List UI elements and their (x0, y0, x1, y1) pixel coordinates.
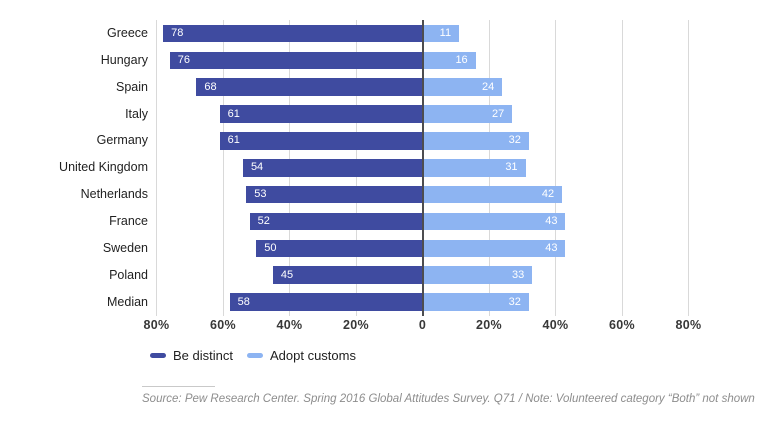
category-label: United Kingdom (59, 160, 148, 175)
x-axis-tick-label: 80% (143, 318, 170, 332)
x-axis-tick-label: 60% (609, 318, 635, 332)
legend-item-be-distinct: Be distinct (150, 348, 233, 363)
category-label: Spain (116, 79, 148, 94)
x-axis-tick-label: 20% (343, 318, 369, 332)
x-axis-tick-label: 40% (542, 318, 569, 332)
value-label: 61 (227, 134, 240, 147)
legend-item-adopt-customs: Adopt customs (246, 348, 356, 363)
bar-be-distinct: 78 (163, 24, 423, 43)
value-label: 33 (511, 268, 525, 281)
bar-adopt-customs: 31 (422, 159, 526, 177)
value-label: 43 (545, 214, 558, 227)
value-label: 50 (264, 241, 277, 254)
value-label: 27 (492, 107, 505, 120)
bar-adopt-customs: 27 (422, 105, 513, 123)
value-label: 42 (541, 188, 555, 201)
gridline (688, 20, 689, 316)
value-label: 53 (254, 188, 267, 201)
legend-label-adopt-customs: Adopt customs (269, 348, 356, 363)
value-label: 32 (508, 295, 521, 308)
bar-be-distinct: 52 (249, 212, 423, 231)
value-label: 54 (250, 161, 264, 174)
x-axis-tick-label: 80% (675, 318, 702, 332)
bar-adopt-customs: 16 (422, 51, 476, 70)
source-divider (142, 386, 215, 387)
value-label: 32 (508, 134, 521, 147)
bar-adopt-customs: 24 (422, 78, 503, 96)
category-label: Poland (109, 267, 148, 282)
bar-be-distinct: 61 (219, 105, 423, 123)
bar-be-distinct: 53 (246, 185, 423, 204)
value-label: 61 (227, 107, 240, 120)
x-axis-tick-label: 20% (476, 318, 502, 332)
x-axis-tick-label: 40% (276, 318, 303, 332)
bar-adopt-customs: 32 (422, 132, 529, 150)
value-label: 24 (482, 80, 495, 93)
bar-be-distinct: 61 (219, 132, 423, 150)
category-label: Germany (96, 133, 148, 148)
category-label: Median (107, 294, 148, 309)
gridline (621, 20, 623, 316)
bar-adopt-customs: 11 (422, 24, 460, 43)
gridline (156, 20, 157, 316)
value-label: 45 (280, 268, 294, 281)
legend-label-be-distinct: Be distinct (173, 348, 233, 363)
category-label: Hungary (100, 52, 148, 67)
bar-be-distinct: 50 (256, 239, 423, 258)
value-label: 76 (177, 53, 191, 66)
value-label: 78 (171, 27, 184, 39)
value-label: 43 (545, 241, 558, 254)
bar-be-distinct: 54 (242, 159, 423, 177)
category-label: Greece (107, 26, 148, 40)
category-label: France (109, 213, 148, 228)
value-label: 16 (455, 53, 468, 66)
value-label: 11 (439, 27, 452, 39)
category-label: Italy (125, 106, 148, 121)
bar-adopt-customs: 32 (422, 293, 529, 311)
bar-be-distinct: 68 (196, 78, 423, 96)
value-label: 68 (204, 80, 217, 93)
gridline (555, 20, 556, 316)
bar-adopt-customs: 33 (422, 266, 533, 284)
value-label: 31 (505, 161, 518, 174)
x-axis-tick-label: 0 (418, 318, 427, 332)
value-label: 52 (257, 214, 270, 227)
category-label: Sweden (102, 240, 148, 255)
gridline (222, 20, 224, 316)
category-label: Netherlands (80, 187, 148, 202)
bar-adopt-customs: 43 (422, 239, 566, 258)
legend-swatch-adopt-customs-icon (246, 353, 263, 358)
legend-swatch-be-distinct-icon (150, 353, 166, 358)
value-label: 58 (237, 295, 250, 308)
bar-be-distinct: 58 (229, 293, 423, 311)
zero-axis-line (421, 20, 424, 316)
bar-adopt-customs: 43 (422, 212, 566, 231)
bar-be-distinct: 45 (272, 266, 423, 284)
bar-be-distinct: 76 (169, 51, 423, 70)
source-note: Source: Pew Research Center. Spring 2016… (142, 393, 755, 405)
legend: Be distinct Adopt customs (150, 348, 356, 363)
x-axis-tick-label: 60% (210, 318, 236, 332)
bar-adopt-customs: 42 (422, 185, 563, 204)
